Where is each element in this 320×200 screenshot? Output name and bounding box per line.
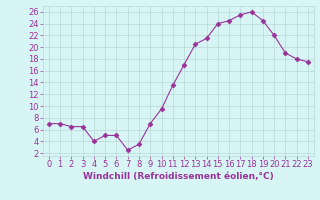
X-axis label: Windchill (Refroidissement éolien,°C): Windchill (Refroidissement éolien,°C) — [83, 172, 274, 181]
